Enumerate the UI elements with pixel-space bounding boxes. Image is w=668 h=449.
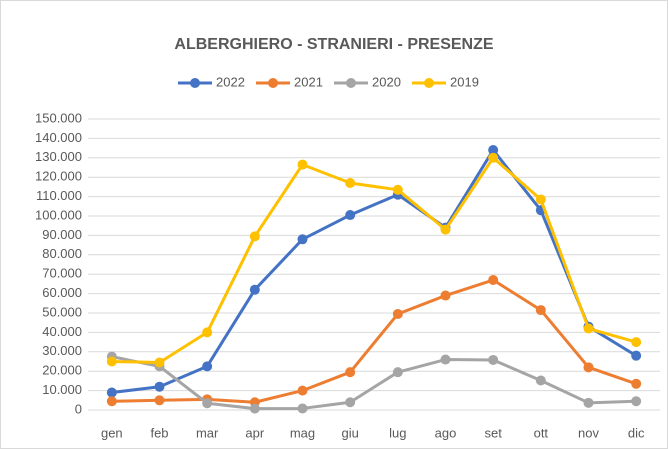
series-line (111, 355, 637, 411)
x-tick-label: feb (150, 425, 168, 440)
point (583, 362, 594, 373)
point (488, 275, 499, 286)
point (488, 145, 499, 156)
x-tick-label: set (484, 425, 502, 440)
y-tick-label: 20.000 (42, 363, 82, 378)
y-tick-label: 90.000 (42, 227, 82, 242)
x-tick-label: giu (341, 425, 358, 440)
y-tick-label: 60.000 (42, 285, 82, 300)
x-tick-label: lug (389, 425, 406, 440)
point (488, 152, 499, 163)
point (392, 367, 403, 378)
legend-marker (424, 78, 434, 88)
point (631, 350, 642, 361)
point (202, 361, 213, 372)
y-tick-label: 110.000 (36, 188, 82, 203)
point (202, 398, 213, 409)
point (106, 396, 117, 407)
point (106, 387, 117, 398)
y-tick-label: 50.000 (42, 304, 82, 319)
series-line (111, 156, 637, 364)
point (631, 396, 642, 407)
point (535, 305, 546, 316)
y-tick-label: 80.000 (42, 246, 82, 261)
point (249, 284, 260, 295)
point (249, 403, 260, 414)
legend-label: 2022 (216, 74, 245, 89)
point (297, 403, 308, 414)
legend-label: 2021 (294, 74, 323, 89)
legend-marker (346, 78, 356, 88)
point (345, 210, 356, 221)
point (249, 231, 260, 242)
legend-label: 2020 (372, 74, 401, 89)
point (345, 397, 356, 408)
point (440, 354, 451, 365)
legend-marker (268, 78, 278, 88)
point (297, 159, 308, 170)
x-tick-label: nov (578, 425, 599, 440)
legend-label: 2019 (450, 74, 479, 89)
point (440, 290, 451, 301)
point (345, 178, 356, 189)
point (631, 378, 642, 389)
point (154, 395, 165, 406)
chart-title: ALBERGHIERO - STRANIERI - PRESENZE (174, 36, 493, 53)
y-tick-label: 30.000 (42, 343, 82, 358)
y-tick-label: 100.000 (35, 207, 82, 222)
point (345, 367, 356, 378)
x-tick-label: ago (435, 425, 457, 440)
point (154, 381, 165, 392)
y-tick-label: 10.000 (42, 382, 82, 397)
y-tick-label: 140.000 (35, 130, 82, 145)
x-tick-label: gen (101, 425, 123, 440)
y-tick-label: 130.000 (35, 149, 82, 164)
x-tick-label: ott (534, 425, 549, 440)
x-tick-label: dic (628, 425, 645, 440)
point (440, 224, 451, 235)
point (202, 327, 213, 338)
series-line (111, 148, 637, 395)
point (583, 397, 594, 408)
point (488, 354, 499, 365)
point (535, 375, 546, 386)
point (297, 385, 308, 396)
legend-marker (190, 78, 200, 88)
y-tick-label: 150.000 (35, 110, 82, 125)
y-tick-label: 40.000 (42, 324, 82, 339)
x-tick-label: mag (290, 425, 315, 440)
point (392, 184, 403, 195)
point (106, 356, 117, 367)
point (297, 234, 308, 245)
point (631, 337, 642, 348)
y-tick-label: 0 (75, 401, 82, 416)
point (535, 194, 546, 205)
x-tick-label: mar (196, 425, 219, 440)
series-line (111, 278, 637, 404)
x-tick-label: apr (245, 425, 264, 440)
y-tick-label: 120.000 (35, 169, 82, 184)
point (154, 357, 165, 368)
y-tick-label: 70.000 (42, 266, 82, 281)
point (392, 308, 403, 319)
point (583, 323, 594, 334)
